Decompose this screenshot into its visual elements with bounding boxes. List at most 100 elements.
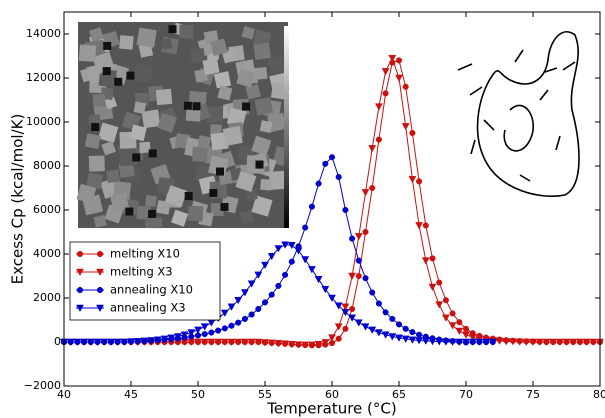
marker [329,335,336,342]
y-tick-label: 2000 [33,291,61,304]
x-tick-label: 60 [325,388,339,401]
marker [201,324,208,331]
marker [443,297,449,303]
chart: Temperature (°C) Excess Cp (kcal/mol/K) … [0,0,605,418]
y-tick-label: 6000 [33,203,61,216]
marker [403,84,409,90]
y-tick-label: 4000 [33,247,61,260]
inset-texture [126,72,134,80]
marker [97,287,103,293]
marker [463,326,469,332]
x-tick-label: 80 [593,388,605,401]
marker [235,320,241,326]
inset-texture [188,206,203,221]
marker [416,332,422,338]
marker [349,273,356,280]
inset-texture [192,147,207,162]
marker [208,320,215,327]
marker [396,58,402,64]
marker [429,284,436,291]
marker [402,123,409,129]
marker [416,179,422,185]
x-tick-label: 65 [392,388,406,401]
marker [77,251,83,257]
marker [355,320,362,327]
inset-texture [156,89,172,105]
inset-texture [93,94,106,107]
y-tick-label: 12000 [26,71,61,84]
marker [422,258,429,265]
marker [308,266,315,273]
marker [457,319,463,325]
marker [369,327,376,334]
marker [396,75,403,82]
inset-texture [148,210,156,218]
marker [242,316,248,322]
legend-label: annealing X3 [110,301,186,315]
inset-texture [106,169,120,183]
marker [309,204,315,210]
inset-texture [114,78,122,86]
marker [315,276,322,283]
x-tick-label: 55 [258,388,272,401]
inset-texture [119,35,134,50]
marker [363,229,369,235]
inset-texture [149,149,157,157]
inset-texture [133,63,153,83]
inset-texture [134,101,146,113]
inset-texture [184,102,192,110]
legend: melting X10melting X3annealing X10anneal… [70,242,220,320]
marker [382,68,389,75]
marker [355,233,362,240]
inset-image [76,22,289,228]
marker [383,310,389,316]
inset-texture [161,38,173,50]
inset-texture [260,120,273,133]
marker [356,273,362,279]
inset-texture [145,195,157,207]
inset-texture [255,161,263,169]
marker [403,326,409,332]
marker [410,130,416,136]
inset-texture [103,67,111,75]
inset-texture [242,103,250,111]
marker [349,306,355,312]
marker [276,283,282,289]
inset-texture [89,156,105,172]
marker [375,104,382,111]
marker [269,292,275,298]
x-tick-label: 70 [459,388,473,401]
marker [363,275,369,281]
marker [335,324,342,331]
y-tick-label: 0 [54,335,61,348]
marker [410,329,416,335]
inset-texture [179,25,193,39]
inset-texture [125,208,133,216]
x-tick-label: 50 [191,388,205,401]
inset-texture [132,153,140,161]
marker [396,322,402,328]
marker [329,154,335,160]
marker [202,331,208,337]
marker [423,223,429,229]
y-tick-label: 10000 [26,115,61,128]
marker [383,91,389,97]
inset-texture [216,168,224,176]
legend-label: melting X3 [110,265,173,279]
y-tick-label: 14000 [26,27,61,40]
marker [376,137,382,143]
inset-texture [169,25,177,33]
marker [336,174,342,180]
marker [349,315,356,322]
x-tick-label: 45 [124,388,138,401]
x-axis-label: Temperature (°C) [266,400,396,418]
marker [262,262,269,269]
inset-texture [220,203,228,211]
inset-texture [260,179,272,191]
marker [209,330,215,336]
marker [215,328,221,334]
inset-texture [94,215,107,228]
marker [409,176,416,183]
marker [282,272,288,278]
y-tick-label: 8000 [33,159,61,172]
